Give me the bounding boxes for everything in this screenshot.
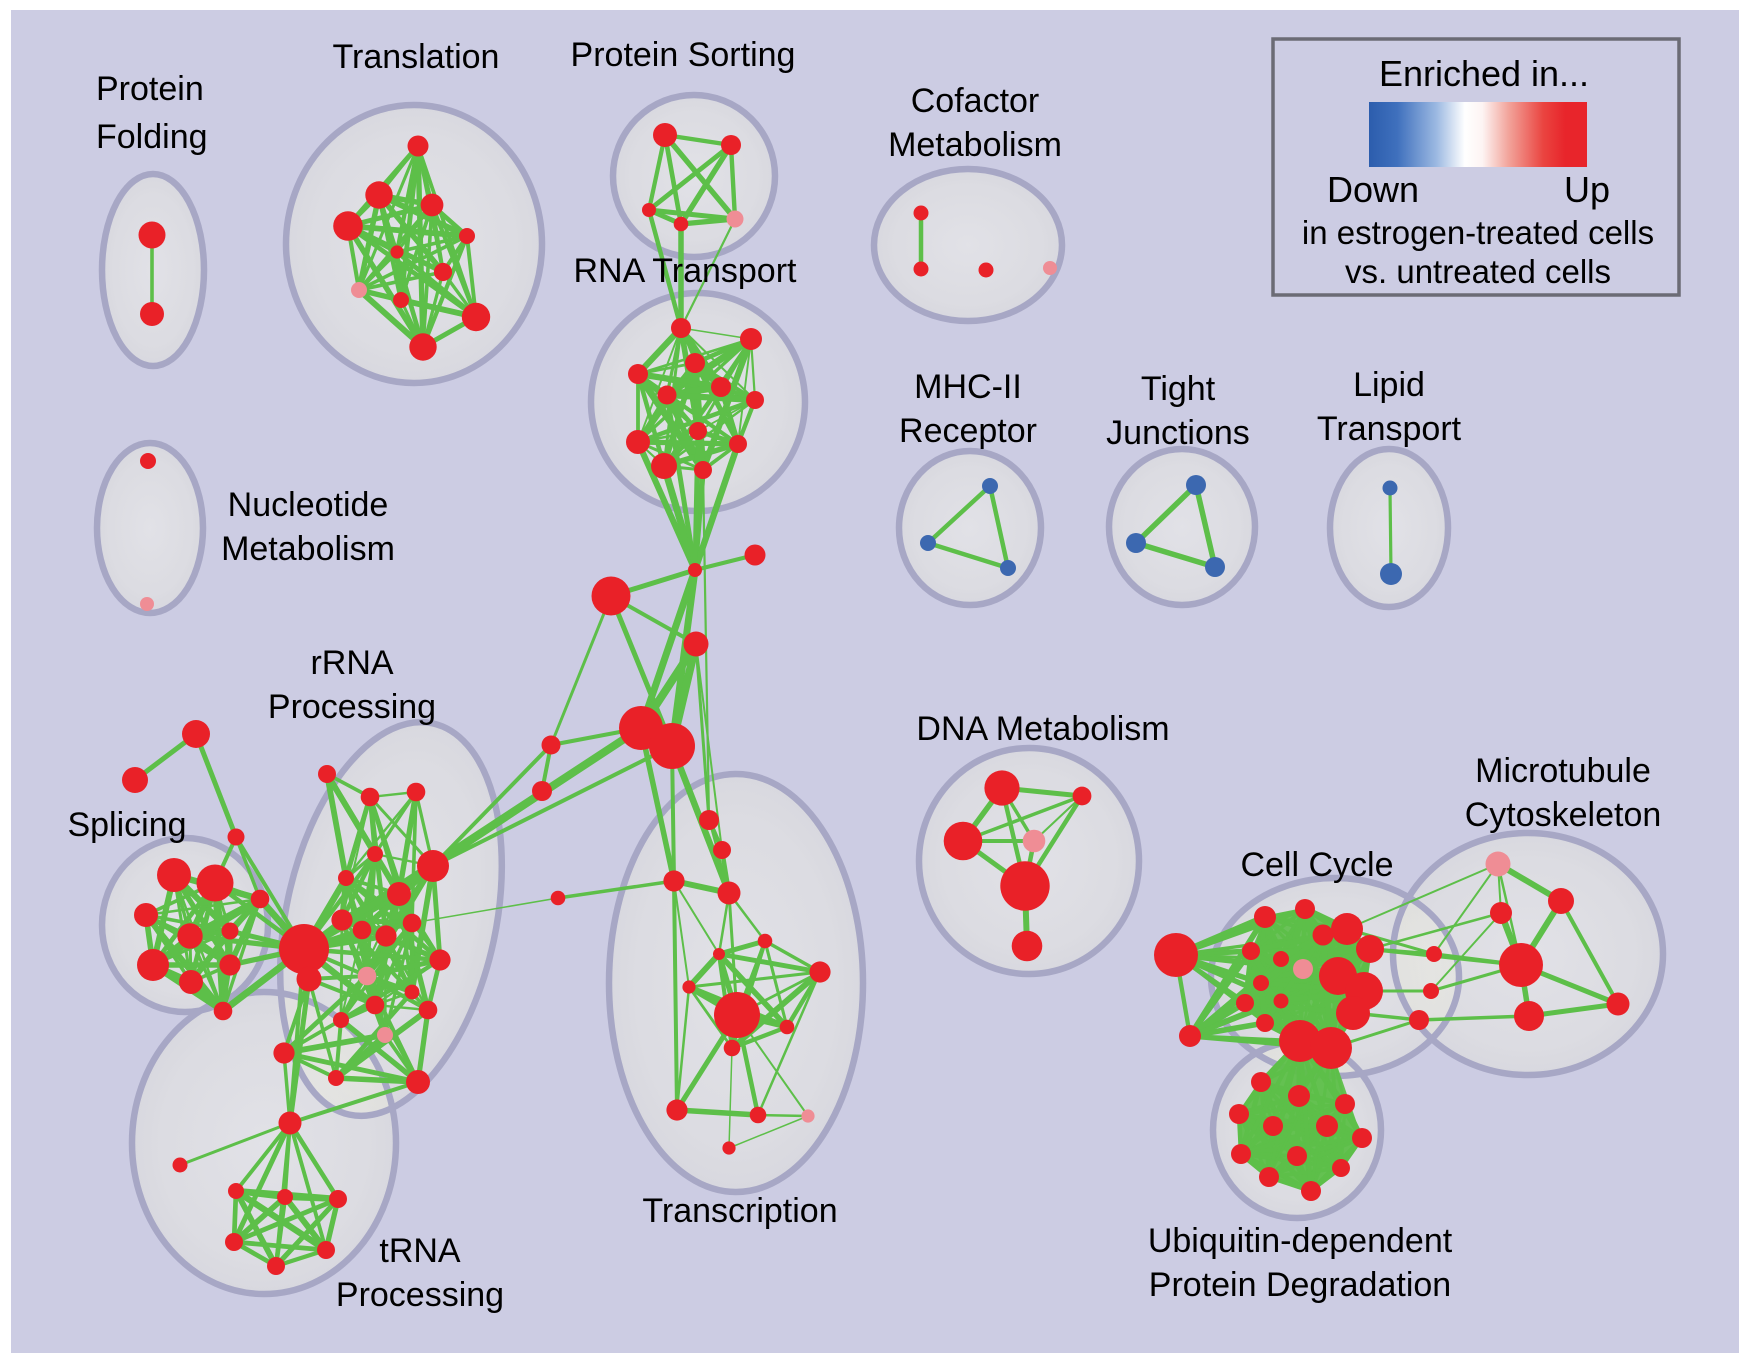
svg-text:Processing: Processing xyxy=(336,1276,504,1314)
svg-text:vs. untreated cells: vs. untreated cells xyxy=(1345,253,1611,290)
svg-text:Down: Down xyxy=(1327,169,1419,210)
svg-text:MHC-II: MHC-II xyxy=(914,368,1022,406)
svg-text:Microtubule: Microtubule xyxy=(1475,752,1651,790)
svg-text:Junctions: Junctions xyxy=(1106,414,1250,452)
svg-text:Cytoskeleton: Cytoskeleton xyxy=(1465,796,1662,834)
svg-text:Lipid: Lipid xyxy=(1353,366,1425,404)
svg-text:Enriched in...: Enriched in... xyxy=(1379,53,1589,94)
svg-text:DNA Metabolism: DNA Metabolism xyxy=(916,710,1169,748)
svg-text:Ubiquitin-dependent: Ubiquitin-dependent xyxy=(1148,1222,1453,1260)
svg-text:rRNA: rRNA xyxy=(310,644,393,682)
svg-text:Tight: Tight xyxy=(1141,370,1216,408)
svg-text:Transcription: Transcription xyxy=(642,1192,837,1230)
svg-text:Nucleotide: Nucleotide xyxy=(228,486,389,524)
svg-text:Transport: Transport xyxy=(1317,410,1462,448)
svg-text:Processing: Processing xyxy=(268,688,436,726)
svg-text:Splicing: Splicing xyxy=(67,806,186,844)
svg-text:Cell Cycle: Cell Cycle xyxy=(1240,846,1393,884)
svg-text:Up: Up xyxy=(1564,169,1610,210)
svg-text:Cofactor: Cofactor xyxy=(911,82,1040,120)
svg-text:RNA Transport: RNA Transport xyxy=(574,252,798,290)
svg-text:Translation: Translation xyxy=(333,38,500,76)
svg-text:Receptor: Receptor xyxy=(899,412,1037,450)
svg-text:Protein Sorting: Protein Sorting xyxy=(571,36,796,74)
svg-text:Protein: Protein xyxy=(96,70,204,108)
svg-text:Metabolism: Metabolism xyxy=(221,530,395,568)
svg-text:in estrogen-treated cells: in estrogen-treated cells xyxy=(1302,214,1654,251)
svg-text:Folding: Folding xyxy=(96,118,208,156)
svg-text:Protein Degradation: Protein Degradation xyxy=(1149,1266,1451,1304)
svg-text:Metabolism: Metabolism xyxy=(888,126,1062,164)
svg-text:tRNA: tRNA xyxy=(379,1232,461,1270)
